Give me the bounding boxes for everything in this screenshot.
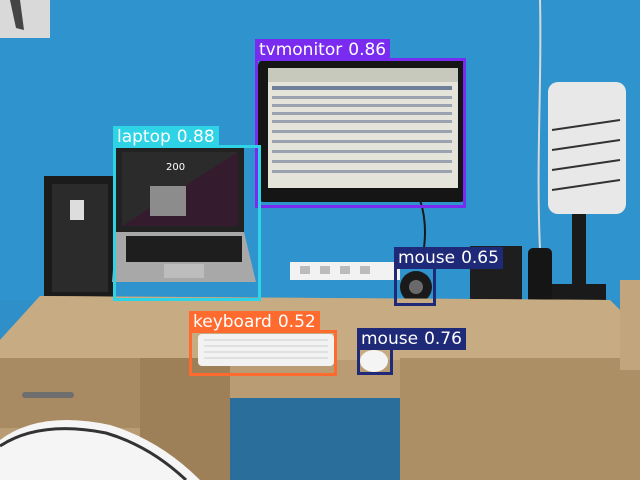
detection-class: laptop (117, 127, 171, 147)
detection-box-laptop: laptop 0.88 (113, 126, 261, 301)
detection-label-laptop: laptop 0.88 (113, 126, 219, 148)
detection-score: 0.86 (348, 40, 387, 60)
console (44, 176, 116, 298)
detection-label-keyboard: keyboard 0.52 (189, 311, 320, 333)
power-strip (290, 262, 400, 280)
detection-label-tvmonitor: tvmonitor 0.86 (255, 39, 391, 61)
detection-class: tvmonitor (259, 40, 343, 60)
poster-figure (10, 0, 24, 30)
detection-box-keyboard: keyboard 0.52 (189, 311, 337, 376)
webcam-lens (409, 280, 423, 294)
detection-score: 0.76 (424, 329, 462, 349)
detection-class: mouse (398, 248, 456, 268)
detection-box-mouse: mouse 0.76 (357, 328, 466, 375)
detection-score: 0.52 (277, 312, 316, 332)
detection-class: keyboard (193, 312, 272, 332)
detection-label-mouse: mouse 0.76 (357, 328, 466, 350)
detection-class: mouse (361, 329, 419, 349)
detection-box-tvmonitor: tvmonitor 0.86 (255, 39, 466, 208)
chair (0, 420, 200, 480)
detection-score: 0.65 (461, 248, 499, 268)
monitor (258, 60, 466, 269)
desk (0, 280, 640, 480)
wall-cable (537, 0, 542, 251)
poster (0, 0, 50, 38)
keyboard (198, 334, 334, 366)
detection-label-mouse: mouse 0.65 (394, 247, 503, 269)
detection-box-mouse: mouse 0.65 (394, 247, 503, 306)
svg-text:200: 200 (166, 162, 185, 173)
detection-score: 0.88 (176, 127, 215, 147)
laptop: 200 (112, 146, 256, 282)
mouse (360, 350, 388, 372)
